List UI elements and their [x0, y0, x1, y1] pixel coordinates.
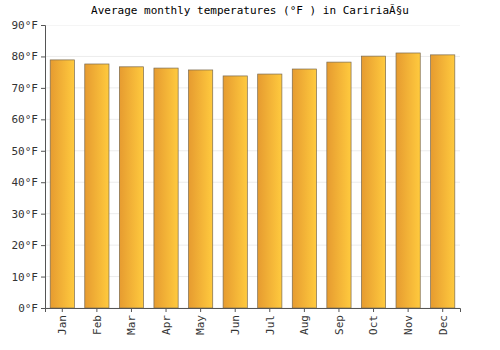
x-tick-label: Jun — [229, 315, 242, 335]
x-tick-mark — [338, 308, 339, 312]
x-tick-mark — [200, 308, 201, 312]
y-tick-label: 60°F — [12, 113, 39, 126]
x-tick: Jan — [56, 308, 69, 335]
y-tick: 30°F — [12, 208, 46, 221]
bar — [361, 56, 385, 308]
y-tick-label: 30°F — [12, 208, 39, 221]
bar — [154, 68, 178, 308]
x-tick: Jun — [229, 308, 242, 335]
x-tick-label: Oct — [367, 315, 380, 335]
x-tick-mark — [304, 308, 305, 312]
y-tick-label: 20°F — [12, 239, 39, 252]
y-tick: 80°F — [12, 50, 46, 63]
bar — [119, 67, 143, 308]
x-tick-label: Sep — [333, 315, 346, 335]
y-tick: 90°F — [12, 19, 46, 32]
title: Average monthly temperatures (°F ) in Ca… — [91, 4, 409, 17]
bar — [431, 55, 455, 308]
y-tick-mark — [41, 88, 45, 89]
y-tick-mark — [41, 214, 45, 215]
x-tick-mark — [408, 308, 409, 312]
x-tick-label: May — [194, 315, 207, 335]
x-tick: Dec — [437, 308, 450, 335]
y-tick-mark — [41, 151, 45, 152]
y-tick-label: 70°F — [12, 82, 39, 95]
plot: 0°F 10°F 20°F 30°F 40°F 50°F 60°F 70°F 80°F 90°F J… — [12, 19, 461, 335]
x-tick: Apr — [160, 308, 173, 335]
x-tick: Oct — [367, 308, 380, 335]
x-tick-label: Nov — [402, 315, 415, 335]
plot-area — [45, 25, 460, 308]
y-axis: 0°F 10°F 20°F 30°F 40°F 50°F 60°F 70°F 80°F 90°F — [12, 19, 46, 315]
x-tick-label: Aug — [298, 315, 311, 335]
y-tick: 20°F — [12, 239, 46, 252]
y-tick-label: 0°F — [18, 302, 38, 315]
grid-line — [45, 25, 460, 26]
bar — [327, 62, 351, 308]
x-axis-line — [46, 309, 461, 313]
y-tick-mark — [41, 277, 45, 278]
x-tick-mark — [442, 308, 443, 312]
y-tick-label: 10°F — [12, 271, 39, 284]
y-tick-label: 50°F — [12, 145, 39, 158]
bar — [292, 69, 316, 308]
x-tick-mark — [131, 308, 132, 312]
y-tick: 40°F — [12, 176, 46, 189]
y-tick-label: 90°F — [12, 19, 39, 32]
bar — [258, 74, 282, 308]
x-tick-mark — [96, 308, 97, 312]
x-tick-label: Jan — [56, 315, 69, 335]
x-tick-label: Mar — [125, 315, 138, 335]
bar — [85, 64, 109, 308]
y-tick-mark — [41, 245, 45, 246]
y-tick-mark — [41, 25, 45, 26]
y-tick-mark — [41, 182, 45, 183]
y-tick: 70°F — [12, 82, 46, 95]
x-axis: Jan Feb Mar Apr May Jun Jul Aug Sep Oct Nov Dec — [46, 308, 461, 335]
bar — [50, 60, 74, 308]
y-tick: 0°F — [18, 302, 45, 315]
chart: 0°F 10°F 20°F 30°F 40°F 50°F 60°F 70°F 80°F 90°F J… — [0, 0, 500, 350]
x-tick-mark — [269, 308, 270, 312]
x-tick: May — [194, 308, 207, 335]
x-tick-label: Apr — [160, 315, 173, 335]
x-tick: Jul — [264, 308, 277, 335]
x-tick-mark — [62, 308, 63, 312]
y-tick: 10°F — [12, 271, 46, 284]
bar — [223, 76, 247, 308]
x-tick: Sep — [333, 308, 346, 335]
y-axis-line — [41, 26, 46, 309]
x-tick: Nov — [402, 308, 415, 335]
x-tick-mark — [373, 308, 374, 312]
x-tick: Mar — [125, 308, 138, 335]
y-tick-mark — [41, 56, 45, 57]
bar — [396, 53, 420, 308]
x-tick-mark — [166, 308, 167, 312]
x-tick: Aug — [298, 308, 311, 335]
x-tick: Feb — [91, 308, 104, 335]
y-tick: 50°F — [12, 145, 46, 158]
y-tick: 60°F — [12, 113, 46, 126]
y-tick-label: 40°F — [12, 176, 39, 189]
bar — [189, 70, 213, 308]
y-tick-mark — [41, 308, 45, 309]
x-tick-label: Jul — [264, 315, 277, 335]
y-tick-mark — [41, 119, 45, 120]
y-tick-label: 80°F — [12, 50, 39, 63]
x-tick-mark — [235, 308, 236, 312]
x-tick-label: Dec — [437, 315, 450, 335]
x-tick-label: Feb — [91, 315, 104, 335]
